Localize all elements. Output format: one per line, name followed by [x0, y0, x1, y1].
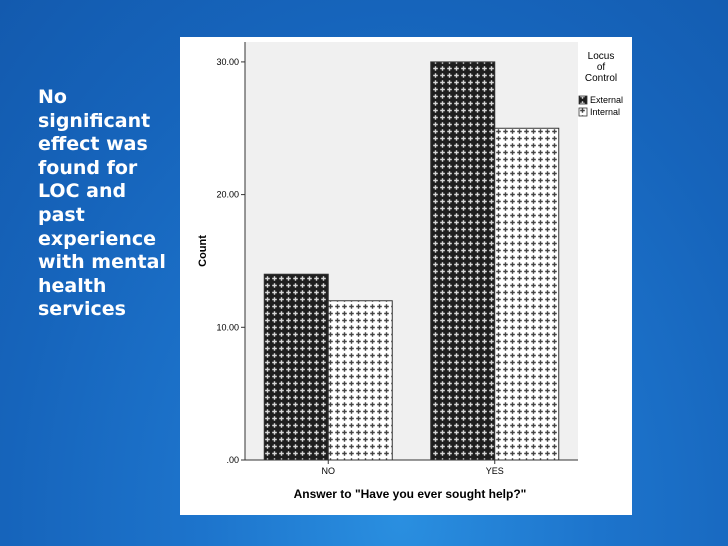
y-tick-label: 20.00	[216, 190, 239, 200]
legend-label-internal: Internal	[590, 107, 620, 117]
bar-internal-yes	[494, 127, 560, 461]
y-tick-label: 30.00	[216, 57, 239, 67]
bar-external-no	[263, 273, 329, 461]
bar-external-yes	[430, 61, 496, 461]
chart-panel: .00 10.00 20.00 30.00 NO YES Count Answer to…	[180, 37, 632, 515]
x-tick-label: NO	[322, 466, 336, 476]
slide-side-text: No significant effect was found for LOC …	[38, 86, 166, 321]
x-tick-label: YES	[486, 466, 504, 476]
legend-swatch-external	[578, 95, 588, 105]
y-axis-label: Count	[197, 235, 209, 267]
bar-chart: .00 10.00 20.00 30.00 NO YES Count Answer to…	[197, 42, 623, 501]
x-axis-label: Answer to "Have you ever sought help?"	[294, 487, 527, 501]
legend-title: Locus of Control	[585, 51, 617, 84]
y-tick-label: .00	[226, 455, 239, 465]
legend-swatch-internal	[578, 107, 588, 117]
y-tick-label: 10.00	[216, 322, 239, 332]
legend-label-external: External	[590, 95, 623, 105]
bar-internal-no	[327, 300, 393, 461]
